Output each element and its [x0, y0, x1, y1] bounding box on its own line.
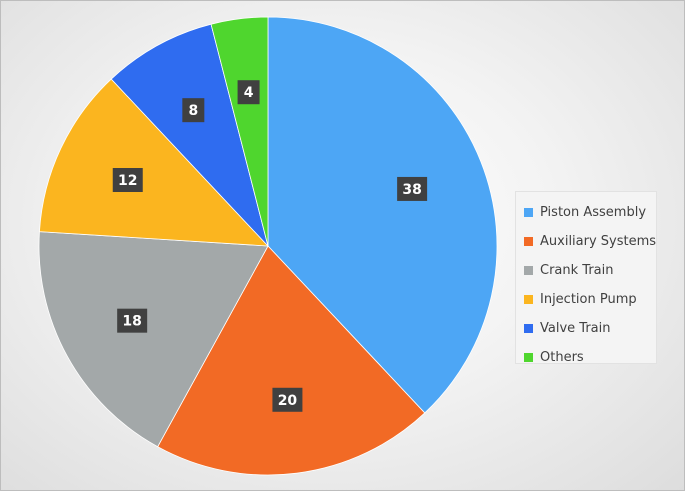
data-label-text-crank-train: 18	[122, 314, 141, 330]
legend-swatch-injection-pump	[524, 295, 533, 304]
data-label-box-piston-assembly	[397, 176, 428, 201]
legend-swatch-crank-train	[524, 266, 533, 275]
data-label-others: 4	[237, 80, 260, 105]
legend-label-injection-pump: Injection Pump	[540, 292, 637, 307]
data-label-piston-assembly: 38	[397, 176, 428, 201]
data-label-box-injection-pump	[112, 168, 143, 192]
pie-slice-injection-pump	[39, 78, 269, 247]
legend-item-auxiliary-systems: Auxiliary Systems	[524, 227, 656, 256]
data-label-injection-pump: 12	[112, 168, 143, 192]
legend-label-valve-train: Valve Train	[540, 321, 611, 336]
legend-item-others: Others	[524, 343, 656, 372]
legend-label-others: Others	[540, 350, 584, 365]
legend-item-crank-train: Crank Train	[524, 256, 656, 285]
data-label-box-crank-train	[117, 308, 148, 333]
legend-item-piston-assembly: Piston Assembly	[524, 198, 656, 227]
data-label-auxiliary-systems: 20	[272, 387, 303, 412]
legend-label-crank-train: Crank Train	[540, 263, 614, 278]
legend-swatch-valve-train	[524, 324, 533, 333]
data-label-box-others	[237, 80, 260, 105]
data-label-box-auxiliary-systems	[272, 387, 303, 412]
chart-legend: Piston Assembly Auxiliary Systems Crank …	[515, 191, 657, 365]
pie-slice-crank-train	[38, 231, 269, 448]
data-label-text-piston-assembly: 38	[402, 182, 421, 198]
legend-swatch-piston-assembly	[524, 208, 533, 217]
data-label-crank-train: 18	[117, 308, 148, 333]
legend-label-auxiliary-systems: Auxiliary Systems	[540, 234, 657, 249]
legend-swatch-others	[524, 353, 533, 362]
pie-slice-others	[210, 16, 269, 247]
pie-slice-piston-assembly	[267, 16, 498, 414]
legend-label-piston-assembly: Piston Assembly	[540, 205, 647, 220]
legend-item-injection-pump: Injection Pump	[524, 285, 656, 314]
data-label-text-injection-pump: 12	[118, 173, 137, 189]
data-label-text-auxiliary-systems: 20	[278, 393, 298, 409]
data-label-box-valve-train	[182, 98, 205, 123]
data-label-text-valve-train: 8	[188, 103, 198, 119]
legend-swatch-auxiliary-systems	[524, 237, 533, 246]
data-label-valve-train: 8	[182, 98, 205, 123]
pie-slice-auxiliary-systems	[157, 245, 426, 476]
pie-slice-valve-train	[110, 23, 269, 247]
legend-item-valve-train: Valve Train	[524, 314, 656, 343]
data-label-text-others: 4	[244, 85, 254, 101]
